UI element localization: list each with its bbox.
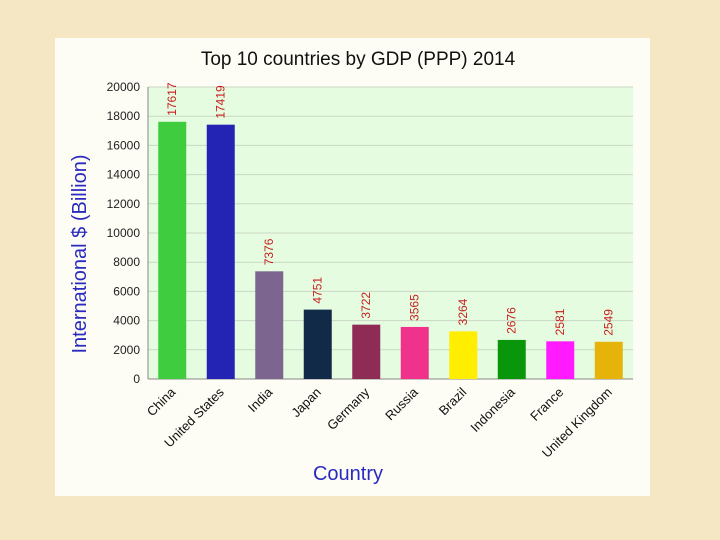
y-tick-label: 8000 <box>113 255 140 269</box>
bar <box>352 324 381 379</box>
y-tick-label: 18000 <box>107 109 141 123</box>
data-label: 2676 <box>505 307 519 334</box>
bar <box>303 309 332 379</box>
data-label: 17617 <box>165 82 179 116</box>
y-tick-label: 2000 <box>113 343 140 357</box>
x-tick-label: Russia <box>382 384 421 423</box>
x-tick-label: Japan <box>288 385 324 421</box>
bar-chart: Top 10 countries by GDP (PPP) 2014 0 2000… <box>69 49 633 485</box>
y-tick-label: 20000 <box>107 80 141 94</box>
data-labels: 17617 17419 7376 4751 3722 3565 3264 2676 2581 25… <box>165 82 616 336</box>
y-tick-label: 12000 <box>107 197 141 211</box>
bar <box>400 326 429 379</box>
chart-title: Top 10 countries by GDP (PPP) 2014 <box>201 49 516 70</box>
y-tick-label: 4000 <box>113 314 140 328</box>
bars <box>158 121 623 379</box>
bar <box>594 341 623 379</box>
bar <box>449 331 478 379</box>
x-tick-label: China <box>144 384 179 419</box>
data-label: 3264 <box>456 298 470 325</box>
bar <box>255 271 284 379</box>
data-label: 3722 <box>359 292 373 319</box>
bar <box>206 124 235 379</box>
x-axis-title: Country <box>313 463 383 485</box>
data-label: 4751 <box>311 277 325 304</box>
data-label: 2549 <box>602 309 616 336</box>
y-tick-label: 0 <box>133 372 140 386</box>
y-tick-label: 16000 <box>107 138 141 152</box>
x-tick-label: Germany <box>324 384 373 433</box>
chart-card: Top 10 countries by GDP (PPP) 2014 0 2000… <box>55 38 650 496</box>
x-tick-label: India <box>245 384 276 415</box>
x-tick-label: Brazil <box>436 384 470 418</box>
y-tick-label: 14000 <box>107 168 141 182</box>
y-axis-title: International $ (Billion) <box>69 155 91 354</box>
data-label: 7376 <box>262 238 276 265</box>
y-tick-label: 10000 <box>107 226 141 240</box>
bar <box>497 339 526 379</box>
x-tick-label: France <box>527 385 566 424</box>
data-label: 3565 <box>408 294 422 321</box>
y-tick-label: 6000 <box>113 284 140 298</box>
bar <box>158 121 187 379</box>
y-axis-ticks: 0 2000 4000 6000 8000 10000 12000 14000 16000 180… <box>107 80 141 386</box>
bar <box>546 341 575 379</box>
data-label: 17419 <box>214 85 228 119</box>
x-tick-label: Indonesia <box>467 384 518 435</box>
data-label: 2581 <box>553 308 567 335</box>
